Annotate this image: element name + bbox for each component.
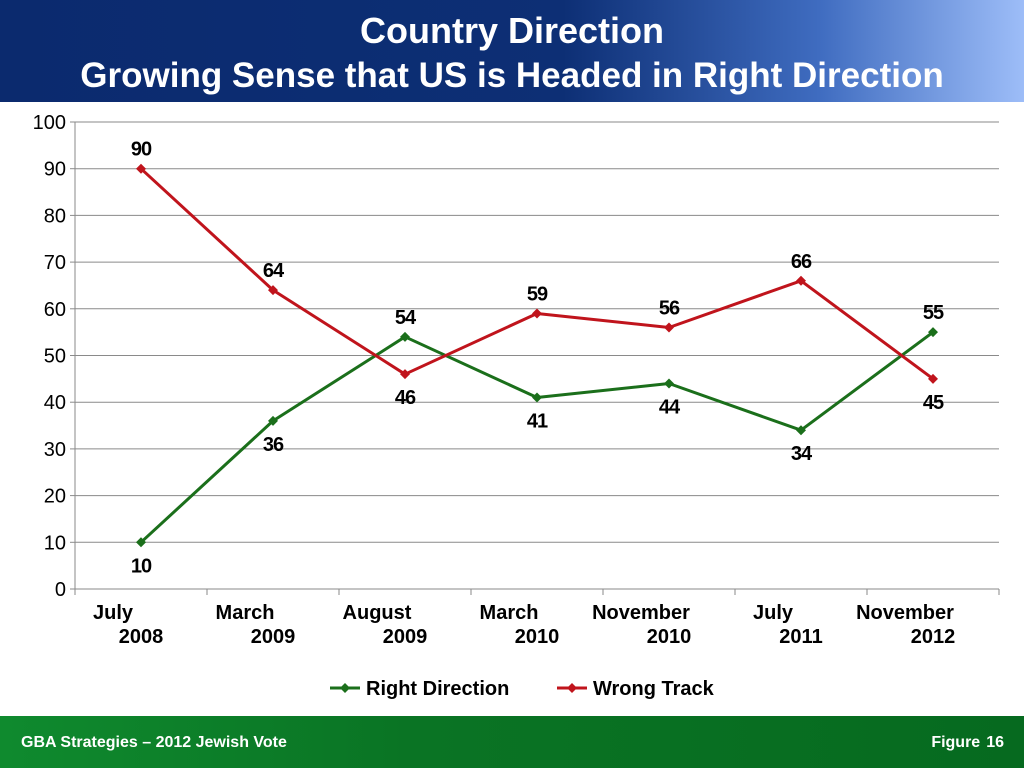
figure-label: Figure bbox=[931, 734, 981, 751]
data-label: 66 bbox=[791, 251, 812, 273]
y-tick-label: 40 bbox=[44, 392, 66, 414]
data-label: 41 bbox=[527, 411, 548, 433]
legend-label: Right Direction bbox=[366, 678, 509, 700]
data-point-marker bbox=[268, 285, 278, 296]
data-point-marker bbox=[532, 308, 542, 319]
data-point-marker bbox=[136, 537, 146, 548]
y-tick-label: 100 bbox=[33, 112, 66, 134]
y-tick-label: 50 bbox=[44, 346, 66, 368]
data-label: 54 bbox=[395, 307, 417, 329]
data-label: 59 bbox=[527, 283, 548, 305]
data-label: 36 bbox=[263, 434, 284, 456]
figure-number: Figure 16 bbox=[925, 734, 1004, 752]
data-point-marker bbox=[664, 322, 674, 333]
x-tick-label: March 2009 bbox=[216, 602, 296, 648]
slide-title: Country Direction bbox=[359, 10, 664, 51]
x-tick-label: July 2011 bbox=[753, 602, 823, 648]
x-tick-label: July 2008 bbox=[93, 602, 163, 648]
y-tick-label: 70 bbox=[44, 252, 66, 274]
data-point-marker bbox=[796, 425, 806, 436]
y-tick-label: 80 bbox=[44, 205, 66, 227]
slide-subtitle: Growing Sense that US is Headed in Right… bbox=[80, 56, 944, 95]
slide-footer: GBA Strategies – 2012 Jewish Vote Figure… bbox=[0, 716, 1024, 768]
legend-marker-2 bbox=[567, 683, 577, 693]
figure-value: 16 bbox=[986, 734, 1004, 751]
data-point-marker bbox=[400, 369, 410, 380]
data-label: 64 bbox=[263, 260, 285, 282]
data-label: 34 bbox=[791, 443, 813, 465]
y-tick-label: 10 bbox=[44, 532, 66, 554]
data-point-marker bbox=[136, 163, 146, 174]
legend-label: Wrong Track bbox=[593, 678, 715, 700]
data-label: 45 bbox=[923, 392, 944, 414]
data-label: 46 bbox=[395, 387, 416, 409]
slide-header: Country Direction Growing Sense that US … bbox=[0, 0, 1024, 102]
y-tick-label: 90 bbox=[44, 159, 66, 181]
y-tick-label: 30 bbox=[44, 439, 66, 461]
line-chart: 0 10 20 30 40 50 60 70 80 90 100 July 2008 March 2009 A… bbox=[33, 112, 1000, 700]
x-tick-label: March 2010 bbox=[480, 602, 560, 648]
data-point-marker bbox=[532, 392, 542, 403]
data-label: 10 bbox=[131, 555, 152, 577]
data-point-marker bbox=[664, 378, 674, 389]
data-point-marker bbox=[928, 327, 938, 338]
y-tick-label: 60 bbox=[44, 299, 66, 321]
legend-marker-1 bbox=[340, 683, 350, 693]
data-label: 56 bbox=[659, 297, 680, 319]
x-tick-label: August 2009 bbox=[343, 602, 428, 648]
data-label: 44 bbox=[659, 397, 681, 419]
series-line-2 bbox=[139, 167, 934, 381]
y-tick-label: 20 bbox=[44, 486, 66, 508]
data-point-marker bbox=[268, 415, 278, 426]
x-tick-label: November 2010 bbox=[592, 602, 691, 648]
y-tick-label: 0 bbox=[55, 579, 66, 601]
data-point-marker bbox=[796, 275, 806, 286]
data-point-marker bbox=[400, 331, 410, 342]
series-line-1 bbox=[139, 330, 934, 544]
footer-source: GBA Strategies – 2012 Jewish Vote bbox=[21, 734, 287, 751]
x-tick-label: November 2012 bbox=[856, 602, 955, 648]
data-label: 55 bbox=[923, 302, 944, 324]
data-label: 90 bbox=[131, 139, 152, 161]
data-point-marker bbox=[928, 373, 938, 384]
